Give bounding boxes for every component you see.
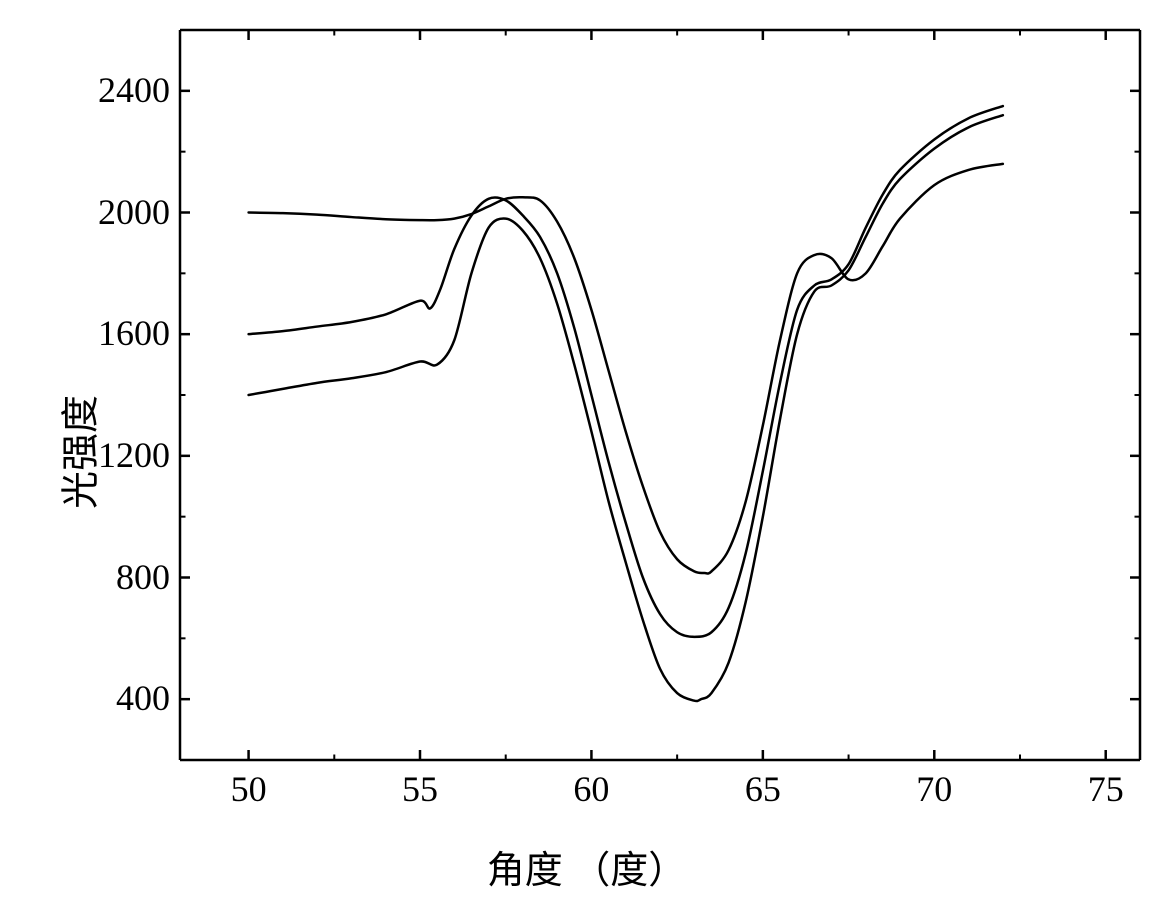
x-tick-label: 65 [733,768,793,810]
x-axis-label: 角度 （度） [487,839,687,894]
x-tick-label: 50 [219,768,279,810]
series-curve3 [249,164,1003,574]
x-tick-label: 75 [1076,768,1136,810]
y-tick-label: 1200 [70,434,170,476]
series-curve1 [249,115,1003,701]
y-tick-label: 400 [70,677,170,719]
series-curve2 [249,106,1003,637]
x-tick-label: 55 [390,768,450,810]
x-tick-label: 60 [561,768,621,810]
y-tick-label: 2400 [70,69,170,111]
spr-chart: 光强度 角度 （度） 50556065707540080012001600200… [0,0,1173,904]
y-tick-label: 2000 [70,191,170,233]
y-tick-label: 1600 [70,312,170,354]
x-tick-label: 70 [904,768,964,810]
y-tick-label: 800 [70,556,170,598]
